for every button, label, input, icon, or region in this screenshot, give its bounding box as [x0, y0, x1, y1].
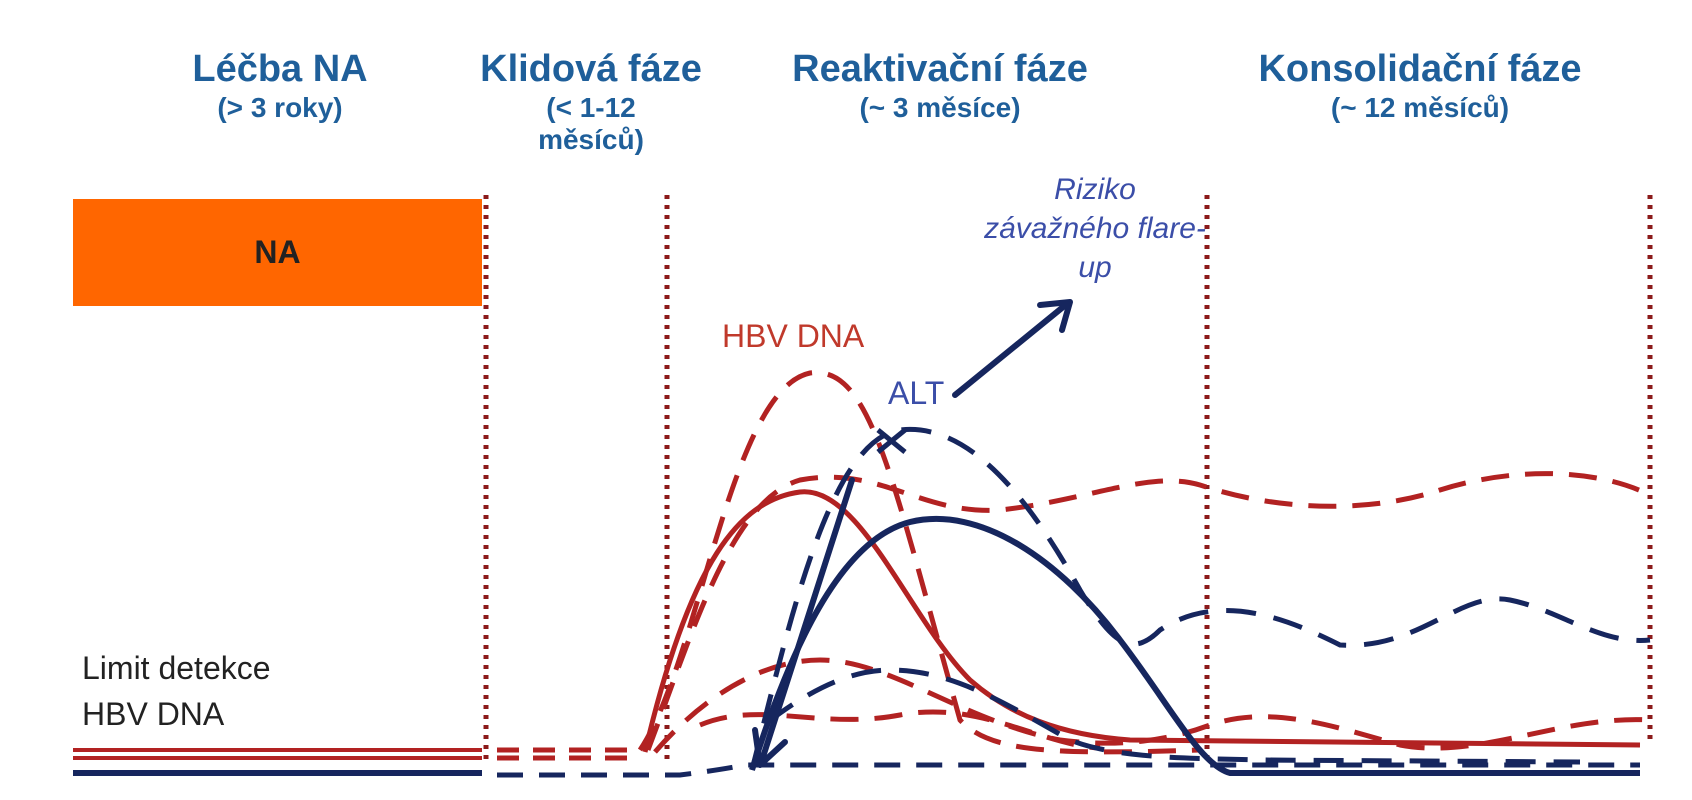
alt-label: ALT [888, 375, 945, 411]
phase-title: Reaktivační fáze [792, 48, 1088, 90]
phase-duration: (~ 3 měsíce) [859, 91, 1021, 123]
hbv-dna-plateau-dashed-curve [645, 471, 1652, 751]
na-label: NA [254, 234, 301, 270]
flare-risk-label: Riziko závažného flare-up [984, 173, 1206, 284]
phase-duration: (< 1-12 měsíců) [538, 91, 644, 155]
na-treatment-bar: NA [73, 199, 482, 306]
detection-limit-line2: HBV DNA [82, 696, 225, 733]
detection-limit-line1: Limit detekce [82, 650, 271, 686]
alt-high-dashed-curve [749, 426, 1651, 771]
hbv-dna-solid-curve [642, 489, 1641, 753]
phase-duration: (> 3 roky) [217, 91, 343, 123]
flare-risk-arrow [952, 300, 1071, 398]
phase-header-quiet: Klidová fáze (< 1-12 měsíců) [466, 48, 716, 156]
hbv-dna-mid-dashed-curve [699, 709, 1101, 751]
alt-marker [876, 428, 907, 454]
alt-dashed-baseline [497, 762, 1640, 778]
phase-header-treatment: Léčba NA (> 3 roky) [150, 48, 410, 124]
phase-header-reactivation: Reaktivační fáze (~ 3 měsíce) [770, 48, 1110, 124]
phase-title: Léčba NA [192, 48, 368, 90]
alt-low-dashed-curve [766, 667, 1581, 765]
alt-rise-arrowhead [752, 727, 788, 768]
phase-title: Klidová fáze [480, 48, 702, 90]
detection-limit-label: Limit detekce HBV DNA [82, 645, 271, 738]
phase-duration: (~ 12 měsíců) [1330, 91, 1510, 123]
phase-header-consolidation: Konsolidační fáze (~ 12 měsíců) [1250, 48, 1590, 124]
alt-rise-arrow [759, 477, 855, 763]
flare-risk-arrowhead [1037, 299, 1073, 333]
alt-solid-curve [749, 515, 1640, 776]
phase-title: Konsolidační fáze [1258, 48, 1582, 90]
hbv-dna-label: HBV DNA [722, 318, 865, 354]
